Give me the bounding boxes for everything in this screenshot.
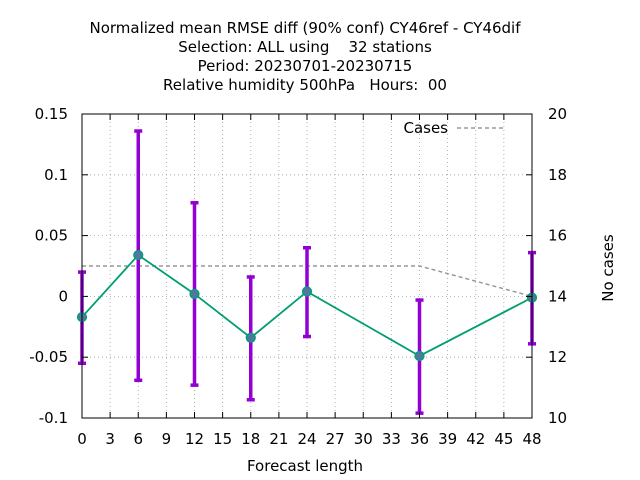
data-points — [76, 249, 538, 362]
data-point — [301, 286, 313, 297]
x-tick-label: 30 — [354, 430, 373, 448]
x-tick-label: 15 — [213, 430, 232, 448]
x-tick-label: 27 — [326, 430, 345, 448]
x-tick-label: 6 — [133, 430, 143, 448]
data-point — [133, 249, 144, 261]
y2-tick-label: 18 — [548, 166, 567, 184]
data-point — [414, 350, 425, 362]
title-line-2: Selection: ALL using 32 stations — [178, 38, 432, 56]
y-tick-label: 0.1 — [44, 166, 68, 184]
x-tick-label: 3 — [105, 430, 115, 448]
chart-title: Normalized mean RMSE diff (90% conf) CY4… — [89, 19, 521, 94]
y2-tick-label: 16 — [548, 227, 567, 245]
title-line-3: Period: 20230701-20230715 — [198, 57, 413, 75]
y2-tick-label: 10 — [548, 409, 567, 427]
data-point — [245, 332, 256, 343]
data-point — [189, 288, 200, 300]
x-tick-label: 12 — [185, 430, 204, 448]
legend: Cases — [403, 119, 506, 137]
x-tick-label: 9 — [162, 430, 172, 448]
x-tick-label: 24 — [297, 430, 316, 448]
y2-tick-label: 20 — [548, 105, 567, 123]
x-tick-label: 42 — [466, 430, 485, 448]
axis-ticks: 0 3 6 9 12 15 18 21 24 27 30 33 36 39 42 45 480.150.10.0… — [29, 105, 567, 448]
x-tick-label: 45 — [494, 430, 513, 448]
y-tick-label: -0.05 — [29, 348, 68, 366]
y2-tick-label: 14 — [548, 287, 567, 305]
x-tick-label: 18 — [241, 430, 260, 448]
x-tick-label: 33 — [382, 430, 401, 448]
legend-label: Cases — [403, 119, 448, 137]
x-axis-label: Forecast length — [247, 457, 363, 475]
x-tick-label: 21 — [269, 430, 288, 448]
y-tick-label: 0.05 — [35, 227, 68, 245]
y2-tick-label: 12 — [548, 348, 567, 366]
title-line-1: Normalized mean RMSE diff (90% conf) CY4… — [89, 19, 521, 37]
y-tick-label: 0 — [58, 287, 68, 305]
x-tick-label: 36 — [410, 430, 429, 448]
x-tick-label: 48 — [522, 430, 541, 448]
x-tick-label: 39 — [438, 430, 457, 448]
y-tick-label: 0.15 — [35, 105, 68, 123]
title-line-4: Relative humidity 500hPa Hours: 00 — [163, 76, 447, 94]
y-tick-label: -0.1 — [39, 409, 68, 427]
x-tick-label: 0 — [77, 430, 87, 448]
y2-axis-label: No cases — [599, 234, 617, 302]
